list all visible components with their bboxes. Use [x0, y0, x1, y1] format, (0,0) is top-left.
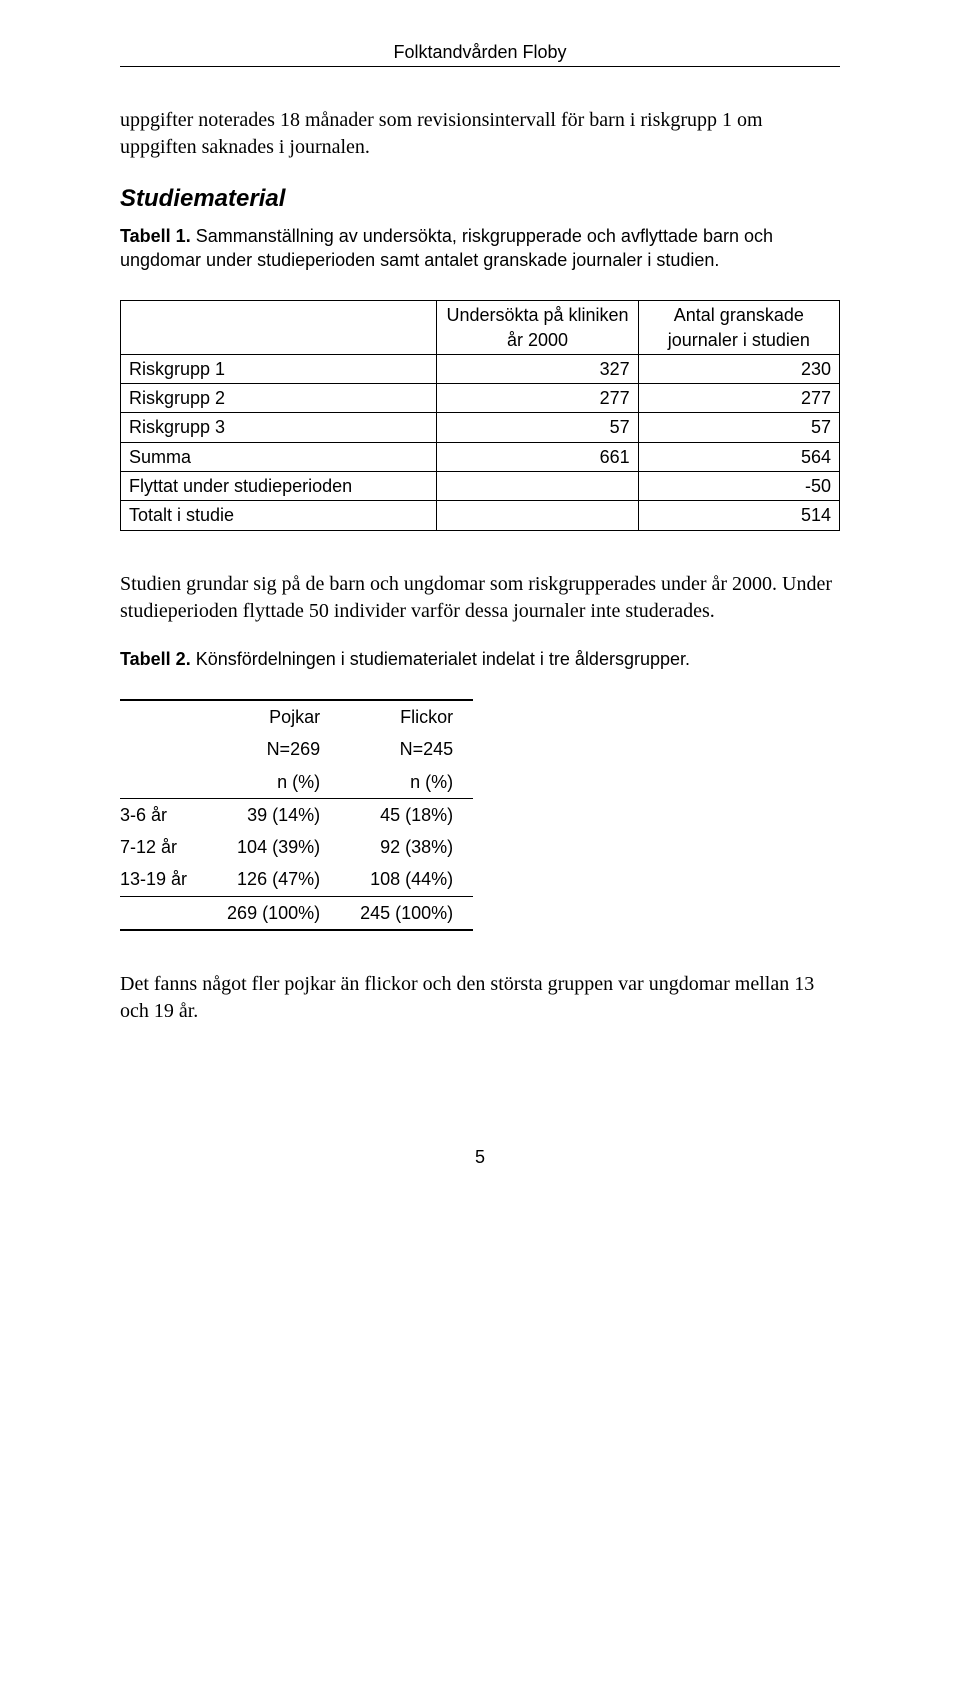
t2-total1: 269 (100%)	[207, 896, 340, 930]
table-row: Totalt i studie 514	[121, 501, 840, 530]
t1-r5-c2: 514	[638, 501, 839, 530]
t2-group-row: Pojkar Flickor	[120, 700, 473, 733]
t2-group2: Flickor	[340, 700, 473, 733]
t1-r1-c1: 277	[437, 384, 638, 413]
t2-sub-row: n (%) n (%)	[120, 766, 473, 799]
t2-group1: Pojkar	[207, 700, 340, 733]
table-row: 3-6 år 39 (14%) 45 (18%)	[120, 798, 473, 831]
t1-r3-c1: 661	[437, 442, 638, 471]
table-row: Riskgrupp 2 277 277	[121, 384, 840, 413]
t2-r1-c1: 104 (39%)	[207, 831, 340, 863]
table2-caption-rest: Könsfördelningen i studiematerialet inde…	[191, 649, 690, 669]
table1-caption-rest: Sammanställning av undersökta, riskgrupp…	[120, 226, 773, 270]
t1-r4-label: Flyttat under studieperioden	[121, 472, 437, 501]
t1-r2-label: Riskgrupp 3	[121, 413, 437, 442]
table-row: 13-19 år 126 (47%) 108 (44%)	[120, 863, 473, 896]
t2-n-row: N=269 N=245	[120, 733, 473, 765]
table1-h1: Undersökta på kliniken år 2000	[437, 301, 638, 355]
intro-paragraph: uppgifter noterades 18 månader som revis…	[120, 107, 840, 161]
table2-caption: Tabell 2. Könsfördelningen i studiemater…	[120, 647, 840, 671]
table1-caption-lead: Tabell 1.	[120, 226, 191, 246]
t2-r2-label: 13-19 år	[120, 863, 207, 896]
t2-blank	[120, 733, 207, 765]
t2-blank	[120, 700, 207, 733]
table2: Pojkar Flickor N=269 N=245 n (%) n (%) 3…	[120, 699, 473, 931]
table2-caption-lead: Tabell 2.	[120, 649, 191, 669]
table1-caption: Tabell 1. Sammanställning av undersökta,…	[120, 224, 840, 273]
t1-r3-c2: 564	[638, 442, 839, 471]
t1-r0-c1: 327	[437, 354, 638, 383]
table-row: 7-12 år 104 (39%) 92 (38%)	[120, 831, 473, 863]
t2-r0-c1: 39 (14%)	[207, 798, 340, 831]
t1-r5-c1	[437, 501, 638, 530]
t2-r0-label: 3-6 år	[120, 798, 207, 831]
t2-r0-c2: 45 (18%)	[340, 798, 473, 831]
mid-paragraph: Studien grundar sig på de barn och ungdo…	[120, 571, 840, 625]
t1-r1-c2: 277	[638, 384, 839, 413]
t2-n1: N=269	[207, 733, 340, 765]
t1-r0-label: Riskgrupp 1	[121, 354, 437, 383]
t2-total2: 245 (100%)	[340, 896, 473, 930]
table1-h0	[121, 301, 437, 355]
t2-sub2: n (%)	[340, 766, 473, 799]
t2-blank	[120, 766, 207, 799]
t1-r4-c2: -50	[638, 472, 839, 501]
table-row: Flyttat under studieperioden -50	[121, 472, 840, 501]
table1-header-row: Undersökta på kliniken år 2000 Antal gra…	[121, 301, 840, 355]
page-number: 5	[120, 1145, 840, 1169]
table-row: Summa 661 564	[121, 442, 840, 471]
t2-blank	[120, 896, 207, 930]
t1-r3-label: Summa	[121, 442, 437, 471]
t2-n2: N=245	[340, 733, 473, 765]
table1-h2: Antal granskade journaler i studien	[638, 301, 839, 355]
t2-r1-c2: 92 (38%)	[340, 831, 473, 863]
table1: Undersökta på kliniken år 2000 Antal gra…	[120, 300, 840, 530]
t2-sub1: n (%)	[207, 766, 340, 799]
section-heading: Studiematerial	[120, 183, 840, 215]
t1-r5-label: Totalt i studie	[121, 501, 437, 530]
t1-r0-c2: 230	[638, 354, 839, 383]
t2-r2-c1: 126 (47%)	[207, 863, 340, 896]
t2-r2-c2: 108 (44%)	[340, 863, 473, 896]
table-row: Riskgrupp 3 57 57	[121, 413, 840, 442]
t2-r1-label: 7-12 år	[120, 831, 207, 863]
table-row: Riskgrupp 1 327 230	[121, 354, 840, 383]
running-header: Folktandvården Floby	[120, 40, 840, 67]
t1-r2-c2: 57	[638, 413, 839, 442]
t1-r1-label: Riskgrupp 2	[121, 384, 437, 413]
t1-r4-c1	[437, 472, 638, 501]
closing-paragraph: Det fanns något fler pojkar än flickor o…	[120, 971, 840, 1025]
t2-total-row: 269 (100%) 245 (100%)	[120, 896, 473, 930]
t1-r2-c1: 57	[437, 413, 638, 442]
